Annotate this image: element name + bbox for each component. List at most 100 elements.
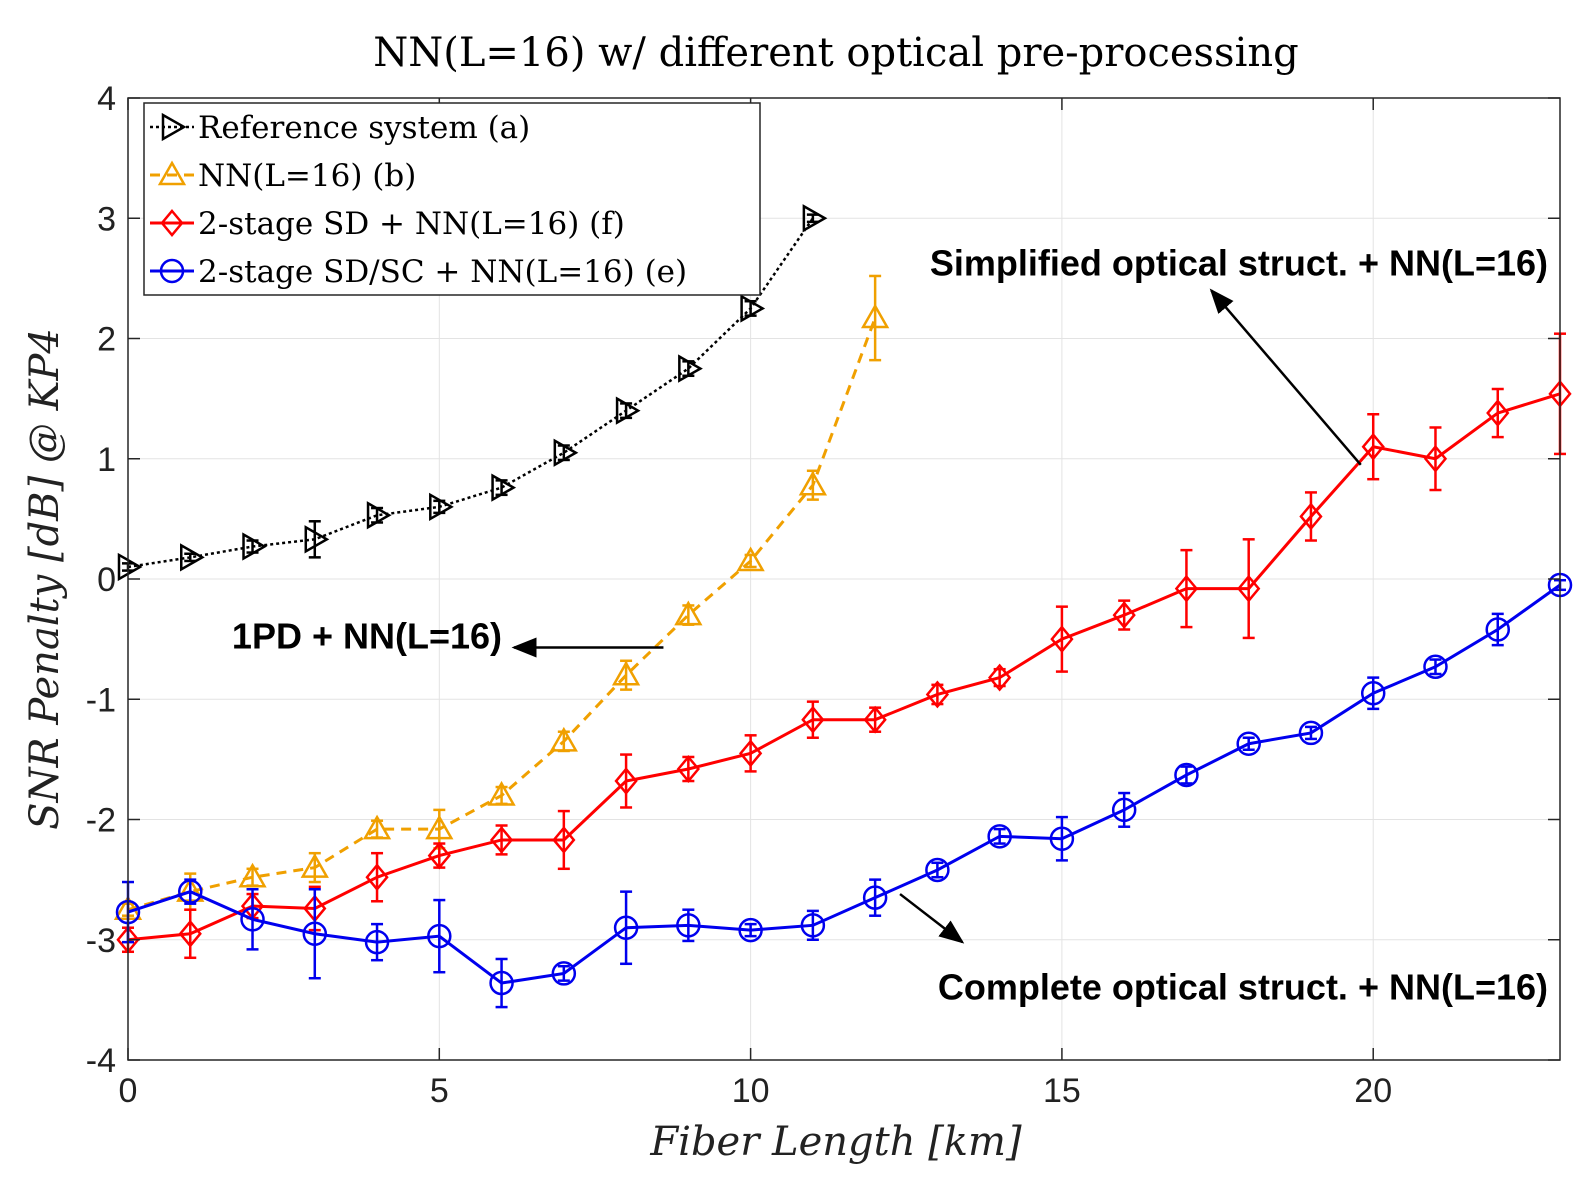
data-point xyxy=(1423,654,1448,680)
data-point xyxy=(676,913,701,938)
data-point xyxy=(1361,432,1385,461)
data-point xyxy=(1174,762,1199,788)
legend-marker xyxy=(160,209,184,237)
data-point xyxy=(427,923,452,949)
tick-labels: 0 5 10 15 20 -4 -3 -2 -1 0 1 2 3 4 xyxy=(86,80,1392,1110)
series-line xyxy=(127,392,1561,942)
data-point xyxy=(553,438,579,467)
data-point xyxy=(1050,625,1074,654)
data-point xyxy=(1237,574,1261,603)
data-point xyxy=(800,913,826,938)
data-point xyxy=(678,354,703,383)
y-tick-label: -2 xyxy=(86,802,116,840)
legend-box xyxy=(143,102,761,296)
data-point xyxy=(1174,574,1199,603)
x-tick-label: 0 xyxy=(119,1072,138,1110)
data-point xyxy=(1485,617,1510,642)
data-point xyxy=(613,915,639,940)
y-axis-label: SNR Penalty [dB] @ KP4 xyxy=(22,328,68,830)
data-point xyxy=(1049,826,1075,851)
x-tick-label: 15 xyxy=(1043,1072,1081,1110)
legend-entry: 2-stage SD + NN(L=16) (f) xyxy=(150,206,625,242)
data-point xyxy=(860,303,890,329)
y-tick-label: -4 xyxy=(86,1042,116,1080)
data-point xyxy=(925,857,950,883)
x-axis-label: Fiber Length [km] xyxy=(649,1119,1022,1165)
data-point xyxy=(366,501,392,530)
data-point xyxy=(674,600,703,626)
y-tick-label: 1 xyxy=(97,441,116,479)
data-point xyxy=(987,824,1012,849)
data-point xyxy=(364,929,390,955)
data-point xyxy=(1298,720,1324,746)
data-point xyxy=(180,543,205,572)
legend-marker xyxy=(161,112,187,142)
annotation-label: 1PD + NN(L=16) xyxy=(232,616,502,657)
data-point xyxy=(738,917,763,943)
data-point xyxy=(362,814,392,840)
data-point xyxy=(178,919,202,948)
data-point xyxy=(491,473,517,502)
annotation-arrow xyxy=(1209,288,1362,466)
legend-label: NN(L=16) (b) xyxy=(198,158,416,194)
chart-title: NN(L=16) w/ different optical pre-proces… xyxy=(373,30,1299,76)
data-point xyxy=(425,814,454,840)
data-point xyxy=(988,663,1012,692)
data-point xyxy=(300,853,329,878)
data-point xyxy=(551,961,577,986)
series-line xyxy=(127,217,814,569)
data-point xyxy=(863,705,887,734)
data-point xyxy=(801,705,825,734)
legend-label: 2-stage SD + NN(L=16) (f) xyxy=(198,206,625,242)
data-point xyxy=(614,767,638,795)
data-point xyxy=(304,525,330,554)
legend-marker xyxy=(159,258,185,284)
data-point xyxy=(117,552,143,582)
data-point xyxy=(365,863,389,892)
legend-entry: NN(L=16) (b) xyxy=(150,158,416,194)
legend-marker xyxy=(157,160,187,186)
data-point xyxy=(862,885,888,910)
y-tick-label: -3 xyxy=(86,922,116,960)
legend-label: Reference system (a) xyxy=(198,110,530,146)
series-0 xyxy=(117,204,828,582)
annotation-arrow xyxy=(899,893,965,944)
data-point xyxy=(611,660,641,686)
data-point xyxy=(802,204,828,233)
data-point xyxy=(1112,601,1136,630)
legend-entry: Reference system (a) xyxy=(150,110,530,146)
data-point xyxy=(487,780,516,806)
data-point xyxy=(238,862,267,888)
y-tick-label: 0 xyxy=(97,561,116,599)
data-point xyxy=(925,680,950,709)
legend: Reference system (a) NN(L=16) (b) 2-stage … xyxy=(143,102,761,296)
data-point xyxy=(489,970,514,996)
data-point xyxy=(676,755,700,783)
data-point xyxy=(615,396,641,425)
legend-label: 2-stage SD/SC + NN(L=16) (e) xyxy=(198,254,687,290)
y-tick-label: -1 xyxy=(86,681,116,719)
data-point xyxy=(549,726,578,752)
data-point xyxy=(1486,399,1510,428)
data-point xyxy=(178,879,203,904)
annotation-label: Simplified optical struct. + NN(L=16) xyxy=(930,243,1548,284)
data-point xyxy=(427,841,451,870)
data-point xyxy=(1299,502,1323,531)
data-point xyxy=(1423,444,1448,473)
data-point xyxy=(1360,680,1386,706)
data-point xyxy=(240,907,265,932)
data-point xyxy=(1111,797,1137,823)
y-tick-label: 3 xyxy=(97,200,116,238)
y-tick-label: 2 xyxy=(97,321,116,359)
data-point xyxy=(798,470,828,496)
data-point xyxy=(429,492,454,522)
annotation-label: Complete optical struct. + NN(L=16) xyxy=(938,967,1548,1008)
legend-entry: 2-stage SD/SC + NN(L=16) (e) xyxy=(150,254,687,290)
data-point xyxy=(738,739,763,768)
x-tick-label: 10 xyxy=(732,1072,770,1110)
data-point xyxy=(302,921,328,946)
annotations: Simplified optical struct. + NN(L=16) 1PD… xyxy=(232,243,1548,1008)
data-point xyxy=(489,825,514,854)
x-tick-label: 20 xyxy=(1354,1072,1392,1110)
